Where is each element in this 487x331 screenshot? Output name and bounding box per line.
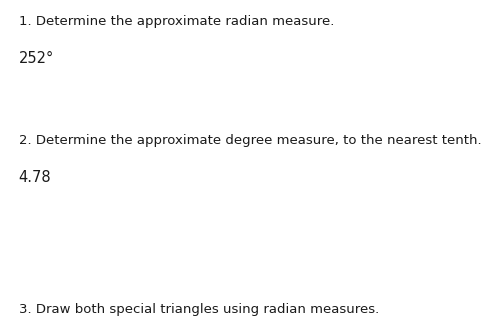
Text: 2. Determine the approximate degree measure, to the nearest tenth.: 2. Determine the approximate degree meas… [19,134,481,147]
Text: 3. Draw both special triangles using radian measures.: 3. Draw both special triangles using rad… [19,303,379,316]
Text: 252°: 252° [19,51,54,66]
Text: 1. Determine the approximate radian measure.: 1. Determine the approximate radian meas… [19,15,334,28]
Text: 4.78: 4.78 [19,170,51,185]
